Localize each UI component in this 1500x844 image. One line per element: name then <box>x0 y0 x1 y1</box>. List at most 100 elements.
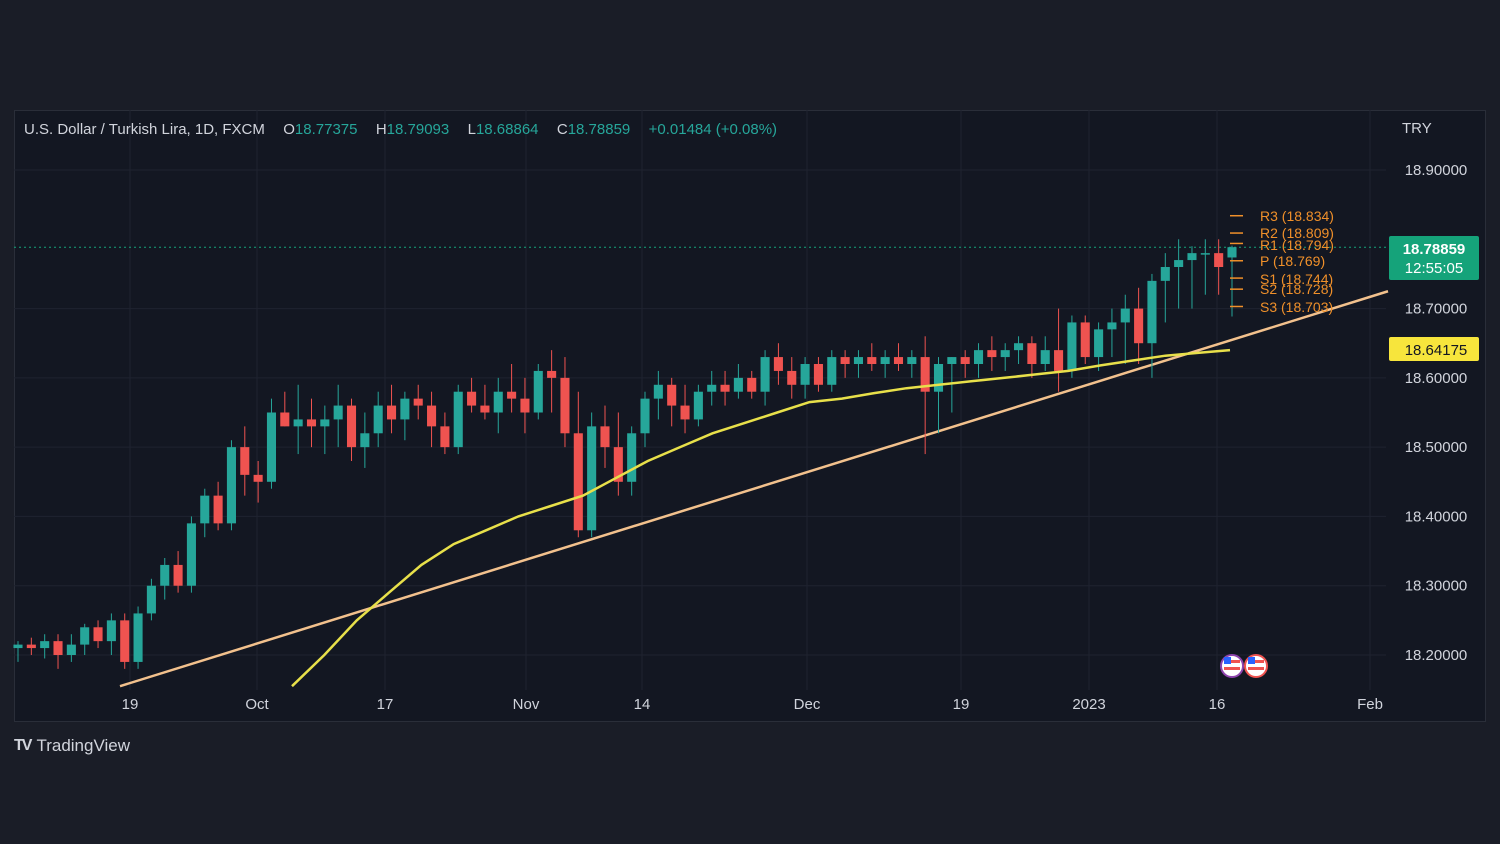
y-tick-label: 18.50000 <box>1405 439 1468 456</box>
candle-body <box>427 405 437 427</box>
close-value: 18.78859 <box>567 121 631 138</box>
pivot-label: S3 (18.703) <box>1260 299 1333 315</box>
candle-body <box>827 357 837 385</box>
chart-legend: U.S. Dollar / Turkish Lira, 1D, FXCM O 18… <box>24 121 777 138</box>
candle-body <box>720 384 730 392</box>
pivot-label: S1 (18.744) <box>1260 271 1333 287</box>
candle-body <box>213 495 223 524</box>
chart-frame <box>14 110 1486 722</box>
candle-body <box>933 364 944 392</box>
candle-body <box>200 495 210 524</box>
candle-body <box>53 641 63 655</box>
last-price-tag <box>1389 236 1479 280</box>
pivot-label: P (18.769) <box>1260 253 1325 269</box>
candle-body <box>627 433 637 482</box>
ma-price-value: 18.64175 <box>1405 342 1468 359</box>
open-label: O <box>283 121 295 138</box>
candle-body <box>1040 350 1050 364</box>
candle-body <box>667 384 677 406</box>
candle-body <box>240 447 250 475</box>
pivot-label: S2 (18.728) <box>1260 281 1333 297</box>
candle-body <box>186 523 196 586</box>
candle-body <box>507 391 517 399</box>
candle-body <box>973 350 984 364</box>
x-tick-label: 17 <box>377 696 394 713</box>
close-label: C <box>556 121 568 138</box>
candle-body <box>413 398 423 406</box>
candle-body <box>453 391 463 448</box>
us-event-flag-icon[interactable] <box>1220 654 1268 678</box>
candle-body <box>760 357 770 392</box>
moving-average-line <box>291 348 1231 688</box>
candle-body <box>880 357 890 364</box>
x-tick-label: 19 <box>122 696 139 713</box>
change-value: +0.01484 (+0.08%) <box>648 121 778 138</box>
candle-body <box>520 398 530 413</box>
candle-body <box>226 447 236 524</box>
trend-line <box>119 290 1389 688</box>
candle-body <box>1134 308 1144 344</box>
candle-body <box>1120 308 1130 323</box>
candle-body <box>920 357 930 392</box>
candle-body <box>613 447 623 482</box>
candle-body <box>440 426 450 448</box>
x-tick-label: 16 <box>1209 696 1226 713</box>
candle-body <box>1147 280 1157 344</box>
x-tick-label: Feb <box>1357 696 1383 713</box>
candle-body <box>106 620 116 642</box>
y-tick-label: 18.20000 <box>1405 647 1468 664</box>
last-price-value: 18.78859 <box>1403 241 1466 258</box>
candle-body <box>707 384 717 392</box>
candle-body <box>1227 247 1237 258</box>
candle-body <box>733 377 743 392</box>
candle-body <box>1014 343 1024 351</box>
candle-body <box>680 405 690 420</box>
candle-body <box>146 585 156 614</box>
y-tick-label: 18.40000 <box>1405 508 1468 525</box>
candle-body <box>1200 253 1210 255</box>
candle-body <box>360 433 370 448</box>
bar-countdown: 12:55:05 <box>1405 260 1463 277</box>
candle-body <box>893 357 904 364</box>
brand-name: TradingView <box>36 736 131 755</box>
pivot-label: R3 (18.834) <box>1260 208 1334 224</box>
candle-body <box>480 405 490 413</box>
candle-body <box>40 641 50 649</box>
candle-body <box>26 644 36 649</box>
candle-body <box>467 391 477 406</box>
candle-body <box>333 405 343 420</box>
high-label: H <box>375 121 387 138</box>
candle-body <box>320 419 330 427</box>
candle-body <box>573 433 583 531</box>
candle-body <box>653 384 663 399</box>
candle-body <box>960 357 970 364</box>
candle-body <box>853 357 863 364</box>
candle-body <box>266 412 277 482</box>
candle-body <box>1187 253 1197 261</box>
candle-body <box>693 391 703 420</box>
candle-body <box>306 419 317 427</box>
candle-body <box>346 405 357 448</box>
candle-body <box>1107 322 1117 330</box>
x-tick-label: Oct <box>245 696 269 713</box>
candle-body <box>773 357 783 371</box>
candle-body <box>867 357 877 364</box>
symbol-title: U.S. Dollar / Turkish Lira, 1D, FXCM <box>24 121 265 138</box>
candle-body <box>813 364 823 385</box>
candle-body <box>907 357 917 364</box>
candle-body <box>293 419 303 427</box>
tradingview-logo[interactable]: TV TradingView <box>14 736 130 756</box>
tradingview-logo-icon: TV <box>14 737 33 754</box>
candle-body <box>600 426 610 448</box>
x-tick-label: Nov <box>513 696 540 713</box>
candle-body <box>533 370 543 413</box>
high-value: 18.79093 <box>386 121 450 138</box>
y-tick-label: 18.90000 <box>1405 162 1468 179</box>
candle-body <box>1000 350 1010 358</box>
pivot-label: R2 (18.809) <box>1260 225 1334 241</box>
candle-body <box>840 357 850 364</box>
x-tick-label: Dec <box>794 696 821 713</box>
candle-body <box>1080 322 1090 358</box>
x-tick-label: 14 <box>634 696 651 713</box>
